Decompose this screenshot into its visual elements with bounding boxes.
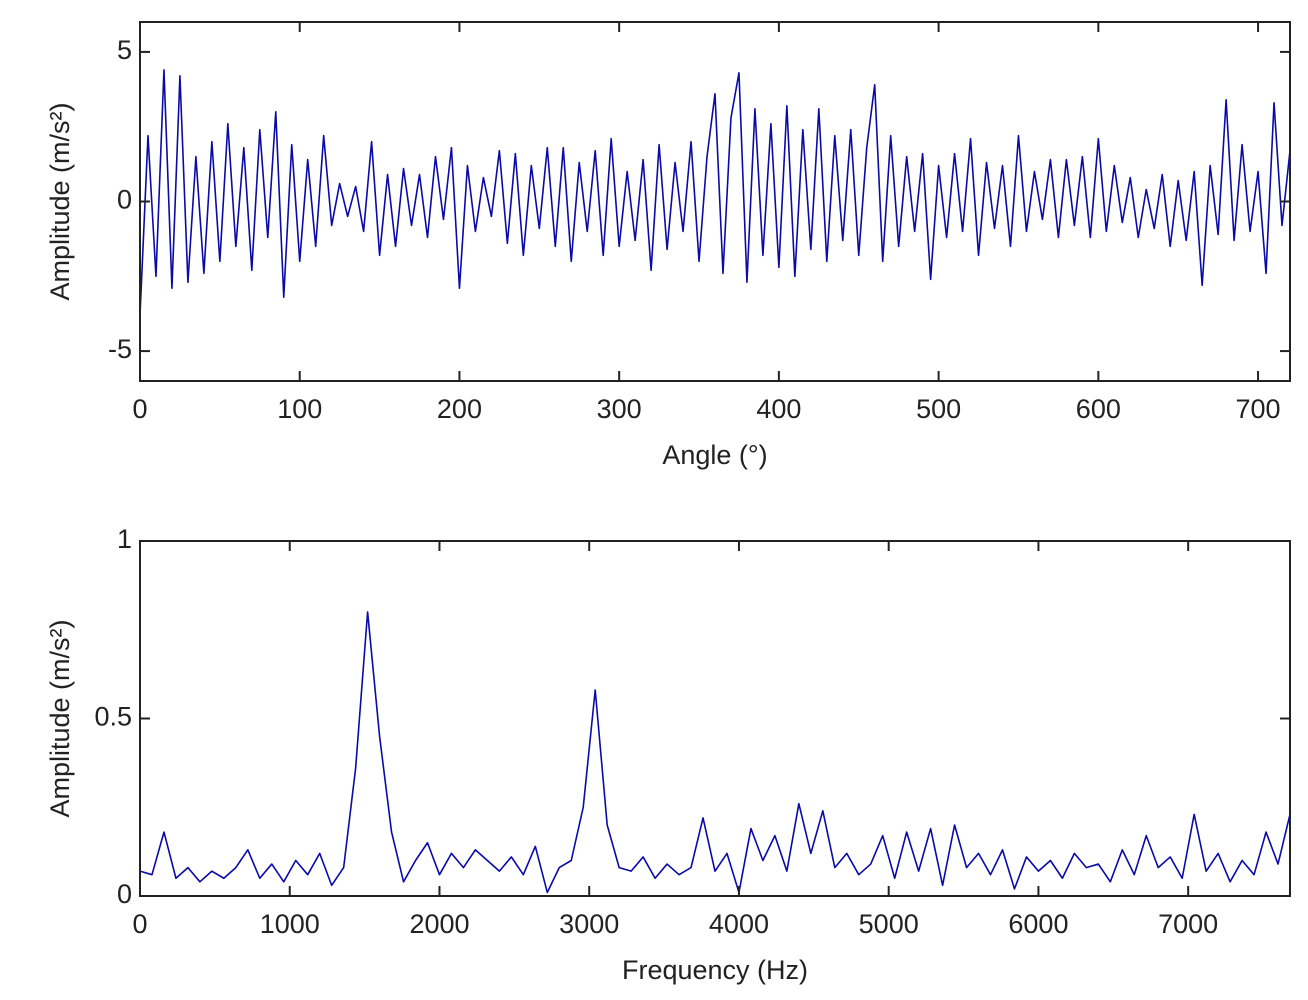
x-tick-label: 4000 (709, 909, 769, 939)
y-tick-label: 5 (117, 35, 132, 65)
x-tick-label: 300 (597, 394, 642, 424)
x-tick-label: 100 (277, 394, 322, 424)
y-tick-label: 0 (117, 185, 132, 215)
x-tick-label: 600 (1076, 394, 1121, 424)
y-tick-label: 0 (117, 879, 132, 909)
data-line (139, 611, 1291, 894)
plot-area (140, 541, 1290, 896)
y-tick-label: 1 (117, 524, 132, 554)
plot-area (140, 22, 1290, 381)
y-axis-label: Amplitude (m/s²) (45, 619, 75, 817)
x-tick-label: 3000 (559, 909, 619, 939)
y-tick-label: 0.5 (94, 702, 132, 732)
x-tick-label: 200 (437, 394, 482, 424)
x-tick-label: 700 (1236, 394, 1281, 424)
x-tick-label: 7000 (1158, 909, 1218, 939)
y-tick-label: -5 (108, 334, 132, 364)
y-axis-label: Amplitude (m/s²) (45, 102, 75, 300)
data-line (139, 69, 1291, 316)
x-tick-label: 400 (756, 394, 801, 424)
x-tick-label: 0 (132, 909, 147, 939)
x-axis-label: Frequency (Hz) (622, 955, 808, 985)
x-tick-label: 0 (132, 394, 147, 424)
x-axis-label: Angle (°) (662, 440, 767, 470)
x-tick-label: 5000 (859, 909, 919, 939)
x-tick-label: 1000 (260, 909, 320, 939)
x-tick-label: 500 (916, 394, 961, 424)
x-tick-label: 2000 (409, 909, 469, 939)
x-tick-label: 6000 (1008, 909, 1068, 939)
